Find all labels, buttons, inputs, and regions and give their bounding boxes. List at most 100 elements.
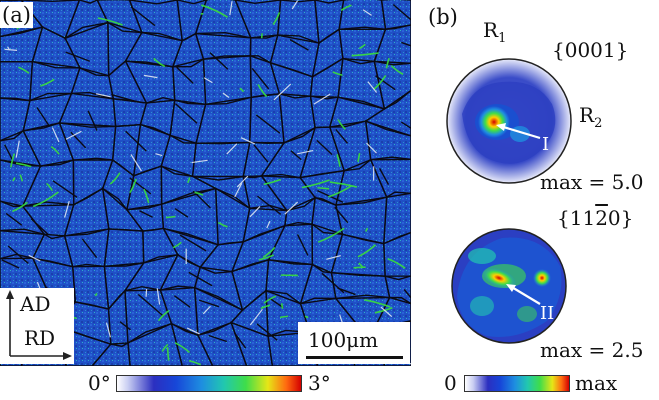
twin-segment — [28, 254, 41, 262]
twin-segment — [202, 305, 211, 315]
grain-split — [137, 293, 165, 317]
low-angle-segment — [19, 174, 24, 182]
low-angle-segment — [200, 4, 229, 18]
pole-figure-1-max: max = 5.0 — [540, 170, 644, 194]
low-angle-segment — [161, 343, 169, 352]
grain-split — [1, 259, 20, 269]
grain-split — [36, 107, 50, 126]
twin-segment — [249, 308, 263, 326]
low-angle-segment — [172, 241, 182, 249]
low-angle-segment — [40, 78, 55, 87]
twin-segment — [362, 9, 372, 16]
axis-rd-label: RD — [24, 326, 56, 350]
low-angle-segment — [390, 65, 404, 75]
grain-boundaries — [0, 0, 425, 367]
twin-segment — [226, 143, 238, 155]
twin-segment — [229, 1, 233, 16]
low-angle-segment — [187, 177, 191, 184]
grain-split — [4, 144, 14, 162]
low-angle-segment — [263, 295, 277, 304]
scale-bar-box: 100μm — [298, 322, 410, 364]
sample-axes: AD RD — [0, 288, 74, 364]
twin-segment — [367, 81, 378, 93]
twin-segment — [15, 140, 20, 158]
grain-split — [30, 218, 49, 236]
grain-split — [378, 168, 390, 185]
twin-segment — [291, 0, 299, 10]
twin-segment — [249, 206, 261, 218]
panel-b-label: (b) — [426, 4, 460, 30]
grain-split — [188, 271, 213, 287]
low-angle-segment — [97, 17, 123, 26]
pole-figure-2-family: {1120} — [557, 206, 634, 230]
low-angle-segment — [15, 162, 32, 168]
grain-split — [65, 51, 91, 62]
misorientation-map: (a) AD RD 100μm — [0, 0, 425, 367]
twin-segment — [380, 306, 393, 318]
marker-i-label: I — [542, 134, 549, 155]
grain-split — [176, 66, 194, 84]
low-angle-segment — [357, 152, 361, 163]
grain-split — [290, 150, 302, 161]
low-angle-segment — [340, 4, 352, 11]
low-angle-segment — [351, 52, 379, 57]
pole-figure-11-20: II — [451, 228, 567, 344]
low-angle-segment — [45, 182, 54, 192]
low-angle-segment — [374, 306, 393, 314]
low-angle-segment — [272, 12, 281, 25]
twin-segment — [96, 93, 111, 98]
grain-split — [81, 238, 98, 258]
grain-split — [130, 6, 156, 27]
colorbar-b — [464, 375, 570, 392]
grain-split — [70, 131, 87, 149]
scale-bar-label: 100μm — [308, 328, 379, 352]
low-angle-segment — [217, 221, 228, 228]
reference-r1-label: R1 — [483, 18, 507, 46]
grain-split — [268, 297, 284, 309]
low-angle-segment — [373, 74, 387, 91]
twin-segment — [191, 159, 208, 164]
pole-figure-1-family: {0001} — [552, 38, 629, 62]
twin-segment — [155, 153, 163, 157]
scale-bar-line — [306, 356, 403, 359]
twin-segment — [156, 288, 161, 305]
low-angle-segment — [257, 84, 268, 98]
grain-split — [139, 210, 153, 218]
colorbar-a-min-label: 0° — [88, 371, 111, 395]
low-angle-segment — [317, 227, 345, 243]
colorbar-a-max-label: 3° — [308, 371, 331, 395]
low-angle-segment — [280, 303, 284, 309]
low-angle-segment — [50, 145, 60, 155]
low-angle-segment — [385, 57, 390, 69]
panel-a-label: (a) — [0, 2, 33, 28]
grain-split — [233, 332, 247, 349]
low-angle-segment — [109, 172, 121, 185]
twin-segment — [4, 48, 18, 51]
low-angle-segment — [332, 71, 343, 77]
grain-split — [125, 130, 147, 152]
low-angle-segment — [260, 304, 271, 310]
twin-segment — [240, 137, 256, 145]
low-angle-segment — [166, 346, 170, 361]
twin-segment — [366, 142, 377, 154]
low-angle-segment — [358, 43, 366, 50]
low-angle-segment — [304, 315, 309, 319]
low-angle-segment — [317, 186, 330, 190]
low-angle-segment — [10, 153, 16, 168]
grain-split — [173, 295, 191, 308]
low-angle-segment — [18, 66, 30, 74]
low-angle-segment — [188, 359, 202, 366]
grain-split — [253, 144, 269, 163]
axis-ad-label: AD — [20, 292, 51, 316]
low-angle-segment — [336, 154, 341, 167]
low-angle-segment — [262, 246, 276, 258]
low-angle-segment — [258, 254, 275, 261]
grain-split — [251, 68, 270, 90]
low-angle-segment — [129, 178, 137, 194]
twin-segment — [203, 77, 213, 84]
low-angle-segment — [94, 292, 98, 297]
grain-split — [255, 114, 281, 134]
grain-split — [174, 207, 189, 218]
twin-segment — [143, 74, 158, 79]
grain-split — [208, 334, 227, 343]
